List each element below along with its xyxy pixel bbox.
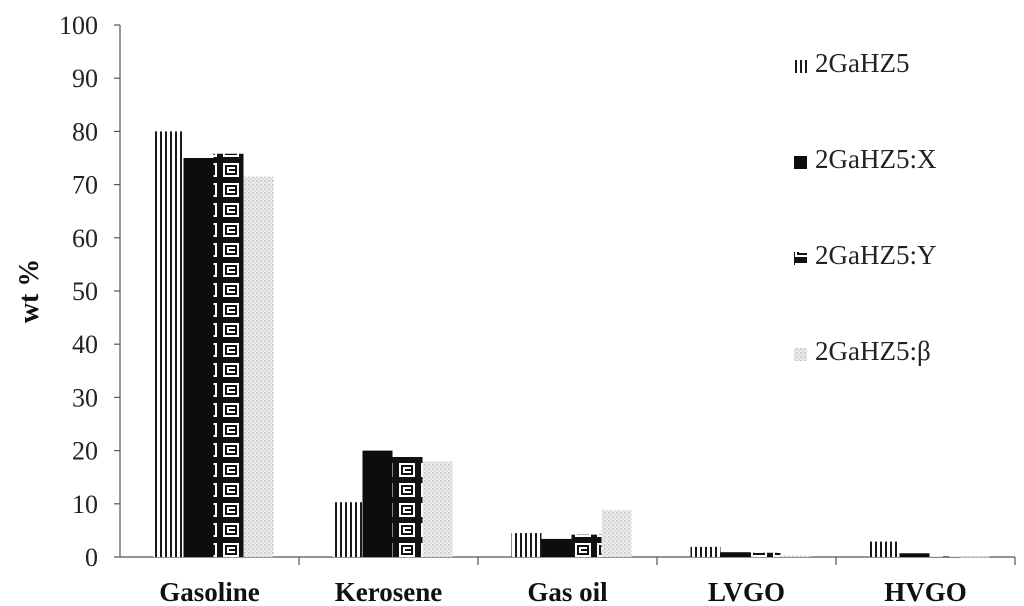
bar-2gahz5-gas-oil [511, 533, 542, 557]
legend-label: 2GaHZ5:X [815, 144, 937, 174]
bar-2gahz5--hvgo [959, 556, 990, 558]
y-tick-label: 40 [72, 330, 98, 359]
legend-swatch [794, 60, 807, 73]
y-tick-label: 20 [72, 437, 98, 466]
bar-2gahz5-y-lvgo [750, 552, 781, 557]
x-category-label: LVGO [708, 577, 785, 606]
x-category-label: Gas oil [527, 577, 608, 606]
bar-2gahz5-y-gas-oil [571, 534, 602, 557]
y-tick-label: 10 [72, 490, 98, 519]
bar-2gahz5-x-lvgo [720, 552, 751, 557]
legend-label: 2GaHZ5:Y [815, 240, 936, 270]
bar-2gahz5-gasoline [153, 131, 184, 557]
legend-swatch [794, 252, 807, 265]
bar-2gahz5-x-gas-oil [541, 538, 572, 557]
x-category-label: HVGO [884, 577, 967, 606]
bars [153, 131, 990, 558]
bar-2gahz5-hvgo [869, 541, 900, 557]
y-tick-label: 90 [72, 64, 98, 93]
bar-2gahz5-y-hvgo [929, 556, 960, 558]
x-category-label: Gasoline [159, 577, 260, 606]
bar-2gahz5--gasoline [243, 176, 274, 557]
y-tick-label: 80 [72, 117, 98, 146]
y-tick-label: 70 [72, 171, 98, 200]
bar-2gahz5-x-gasoline [183, 158, 214, 557]
bar-2gahz5-x-hvgo [899, 553, 930, 557]
y-tick-label: 100 [59, 11, 98, 40]
legend-label: 2GaHZ5:β [815, 336, 931, 366]
bar-2gahz5--gas-oil [601, 510, 632, 557]
y-ticks: 0 10 20 30 40 50 60 70 80 90 100 [59, 11, 120, 572]
bar-2gahz5-y-gasoline [213, 153, 244, 557]
bar-2gahz5-y-kerosene [392, 456, 423, 557]
legend: 2GaHZ5 2GaHZ5:X 2GaHZ5:Y 2GaHZ5:β [794, 48, 937, 366]
y-tick-label: 50 [72, 277, 98, 306]
x-category-label: Kerosene [335, 577, 442, 606]
y-tick-label: 60 [72, 224, 98, 253]
y-tick-label: 30 [72, 383, 98, 412]
bar-2gahz5-kerosene [332, 502, 363, 557]
legend-swatch [794, 156, 807, 169]
y-axis-label: wt % [14, 259, 45, 324]
legend-swatch [794, 348, 807, 361]
x-ticks: Gasoline Kerosene Gas oil LVGO HVGO [159, 557, 1016, 606]
bar-2gahz5--lvgo [780, 555, 811, 557]
bar-2gahz5-x-kerosene [362, 450, 393, 557]
bar-2gahz5--kerosene [422, 461, 453, 557]
legend-label: 2GaHZ5 [815, 48, 909, 78]
bar-2gahz5-lvgo [690, 546, 721, 557]
y-tick-label: 0 [85, 543, 98, 572]
